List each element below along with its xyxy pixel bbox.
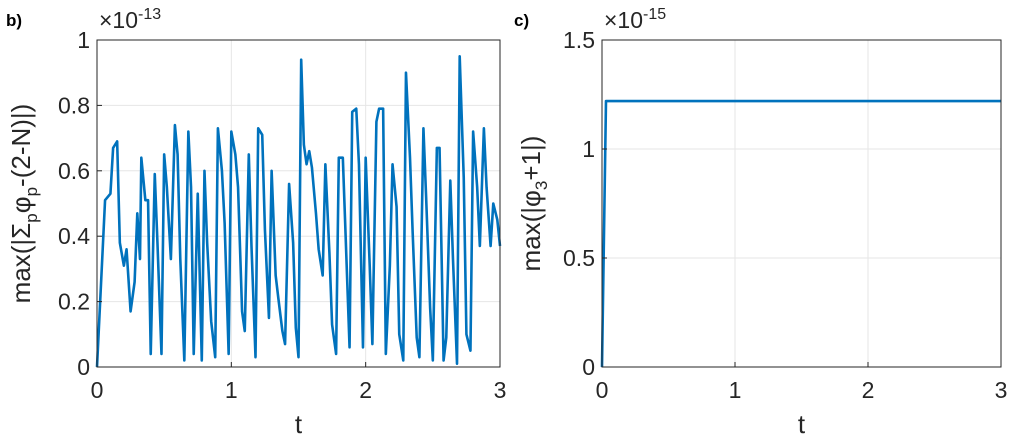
x-tick-label: 3	[494, 377, 507, 403]
panel-b-exponent: ×10-13	[99, 6, 161, 33]
panel-c-ticks: 0 1 2 3 0 0.5 1 1.5	[563, 27, 1007, 403]
panel-b-y-axis-label: max(|Σpφp-(2-N)|)	[6, 104, 41, 304]
y-tick-label: 0	[77, 354, 90, 380]
y-tick-label: 1.5	[563, 27, 595, 53]
x-tick-label: 1	[729, 377, 742, 403]
x-tick-label: 1	[225, 377, 238, 403]
panel-c-exponent-base: ×10	[604, 7, 643, 33]
y-tick-label: 0.8	[58, 92, 90, 118]
panel-c-axes-frame	[601, 39, 1002, 368]
panel-b-series-line	[95, 55, 502, 368]
panel-c-series-line	[600, 99, 1001, 368]
panel-b-x-axis-label: t	[295, 409, 303, 439]
x-tick-label: 0	[91, 377, 104, 403]
y-tick-label: 1	[77, 27, 90, 53]
panel-b-ticks: 0 1 2 3 0 0.2 0.4 0.6 0.8 1	[58, 27, 506, 403]
x-tick-label: 2	[359, 377, 372, 403]
panel-c-label: c)	[514, 11, 529, 30]
panel-c-y-axis-label: max(|φ3+1|)	[516, 136, 551, 272]
panel-c-ylabel-base: max(|φ	[516, 190, 546, 271]
y-tick-label: 0.2	[58, 289, 90, 315]
x-tick-label: 0	[596, 377, 609, 403]
y-tick-label: 0.4	[58, 223, 90, 249]
panel-b-ylabel-tail: -(2-N)|)	[6, 104, 36, 187]
x-tick-label: 2	[862, 377, 875, 403]
panel-b-ylabel-mid: φ	[6, 196, 36, 213]
panel-c-ylabel-sub1: 3	[532, 181, 551, 190]
panel-c-exponent-power: -15	[643, 6, 666, 23]
panel-b-chart: 0 1 2 300.20.40.60.81 b) ×10-13 t max(|Σpφp…	[6, 6, 506, 439]
panel-c-ylabel-tail: +1|)	[516, 136, 546, 181]
panel-b-exponent-base: ×10	[99, 7, 138, 33]
y-tick-label: 0.5	[563, 245, 595, 271]
x-tick-label: 3	[995, 377, 1008, 403]
panel-b-ylabel-sub1: p	[22, 213, 41, 222]
panel-b-ylabel-sub2: p	[22, 187, 41, 196]
panel-c-exponent: ×10-15	[604, 6, 666, 33]
panel-b-exponent-power: -13	[138, 6, 161, 23]
panel-c-plot-area	[602, 40, 1001, 367]
y-tick-label: 0	[582, 354, 595, 380]
y-tick-label: 1	[582, 136, 595, 162]
panel-c-grid	[602, 40, 1001, 367]
panel-c-x-axis-label: t	[798, 409, 806, 439]
panel-c-chart: 0 1 2 300.511.5 c) ×10-15 t max(|φ3+1|)	[514, 6, 1007, 439]
panel-b-ylabel-base: max(|Σ	[6, 223, 36, 304]
panel-b-axes-frame	[96, 39, 501, 368]
y-tick-label: 0.6	[58, 158, 90, 184]
panel-b-label: b)	[6, 11, 22, 30]
